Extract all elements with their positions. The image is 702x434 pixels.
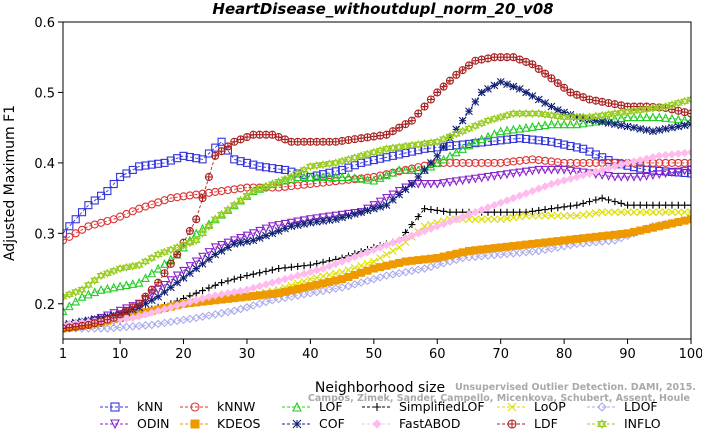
- y-tick-label: 0.6: [34, 16, 55, 31]
- legend-label: ODIN: [137, 416, 170, 431]
- legend-label: LOF: [319, 399, 343, 414]
- x-tick-label: 50: [366, 347, 383, 362]
- series-ldf: [63, 53, 691, 333]
- legend-label: LoOP: [534, 399, 566, 414]
- x-axis-label: Neighborhood size: [315, 380, 445, 396]
- x-tick-label: 80: [556, 347, 573, 362]
- chart-title: HeartDisease_withoutdupl_norm_20_v08: [212, 0, 553, 18]
- legend-item-knnw: kNNW: [180, 399, 255, 414]
- legend-item-odin: ODIN: [100, 416, 170, 431]
- legend-item-loop: LoOP: [497, 399, 566, 414]
- legend-label: COF: [319, 416, 345, 431]
- legend-item-ldof: LDOF: [587, 399, 658, 414]
- y-tick-label: 0.3: [34, 227, 55, 242]
- series-inflo: [63, 94, 691, 302]
- legend-item-ldf: LDF: [497, 416, 558, 431]
- legend-label: INFLO: [624, 416, 661, 431]
- legend-item-lof: LOF: [282, 399, 343, 414]
- legend-label: KDEOS: [217, 416, 261, 431]
- legend-item-cof: COF: [282, 416, 345, 431]
- y-tick-label: 0.2: [34, 298, 55, 313]
- x-tick-label: 90: [619, 347, 636, 362]
- x-tick-label: 1: [59, 347, 67, 362]
- legend-label: kNNW: [217, 399, 255, 414]
- legend-label: FastABOD: [399, 416, 461, 431]
- x-tick-label: 60: [429, 347, 446, 362]
- series-markers-inflo: [63, 94, 691, 302]
- axes: 1 10 20 30 40 50 60 70 80 90 100 0.2 0.3 0.4 0.5 0.6: [34, 16, 702, 362]
- x-tick-label: 70: [492, 347, 509, 362]
- legend-item-inflo: INFLO: [587, 416, 661, 431]
- series-markers-kdeos: [63, 215, 691, 333]
- x-tick-label: 30: [239, 347, 256, 362]
- credit-line-1: Unsupervised Outlier Detection. DAMI, 20…: [455, 382, 696, 393]
- legend-item-knn: kNN: [100, 399, 163, 414]
- y-tick-label: 0.5: [34, 86, 55, 101]
- y-axis-label: Adjusted Maximum F1: [2, 105, 18, 261]
- legend-item-simplifiedlof: SimplifiedLOF: [362, 399, 485, 414]
- y-tick-label: 0.4: [34, 157, 55, 172]
- legend-item-fastabod: FastABOD: [362, 416, 461, 431]
- legend-item-kdeos: KDEOS: [180, 416, 261, 431]
- x-tick-label: 20: [175, 347, 192, 362]
- series-kdeos: [63, 215, 691, 333]
- series-markers-ldf: [63, 53, 691, 333]
- legend-label: LDF: [534, 416, 558, 431]
- legend: kNN kNNW LOF SimplifiedLOF LoOP LDOF ODIN KDEOS…: [100, 399, 661, 431]
- x-tick-label: 40: [302, 347, 319, 362]
- series-line-ldf: [63, 56, 691, 329]
- plot-frame: [62, 21, 692, 340]
- x-tick-label: 10: [112, 347, 129, 362]
- legend-label: kNN: [137, 399, 163, 414]
- credit-line-2: Campos, Zimek, Sander, Campello, Micenko…: [308, 393, 690, 404]
- legend-label: LDOF: [624, 399, 658, 414]
- legend-label: SimplifiedLOF: [399, 399, 485, 414]
- x-tick-label: 100: [679, 347, 702, 362]
- plot-area: [63, 53, 691, 334]
